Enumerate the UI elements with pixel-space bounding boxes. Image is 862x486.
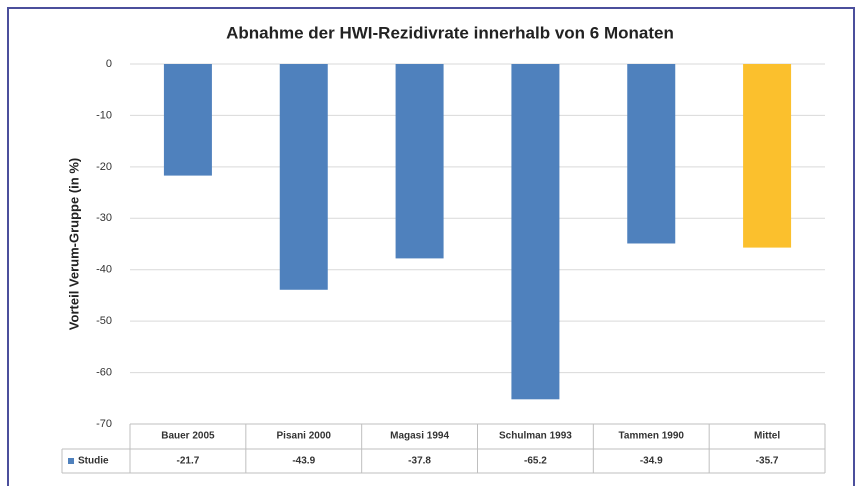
y-axis-label: Vorteil Verum-Gruppe (in %) [66,158,81,330]
x-tick-label: Tammen 1990 [619,431,685,442]
legend-label: Studie [78,456,109,467]
x-tick-label: Schulman 1993 [499,431,572,442]
y-tick-label: -50 [96,315,112,327]
bar [743,64,792,248]
data-table-value: -35.7 [756,456,779,467]
y-tick-label: -70 [96,418,112,430]
bar [627,64,676,244]
x-tick-label: Mittel [754,431,780,442]
y-tick-label: -30 [96,212,112,224]
legend-swatch [68,458,74,464]
bar [395,64,444,259]
y-tick-label: -40 [96,264,112,276]
y-tick-label: 0 [106,58,112,70]
chart-title: Abnahme der HWI-Rezidivrate innerhalb vo… [226,23,674,42]
x-tick-label: Pisani 2000 [277,431,332,442]
data-table-value: -43.9 [292,456,315,467]
data-table-value: -34.9 [640,456,663,467]
x-tick-label: Magasi 1994 [390,431,449,442]
x-tick-label: Bauer 2005 [161,431,215,442]
y-tick-label: -10 [96,109,112,121]
y-tick-label: -20 [96,161,112,173]
bar [279,64,328,290]
bar [163,64,212,176]
data-table-value: -65.2 [524,456,547,467]
data-table-value: -21.7 [177,456,200,467]
y-tick-label: -60 [96,366,112,378]
bar [511,64,560,400]
frame [7,7,855,486]
data-table-value: -37.8 [408,456,431,467]
